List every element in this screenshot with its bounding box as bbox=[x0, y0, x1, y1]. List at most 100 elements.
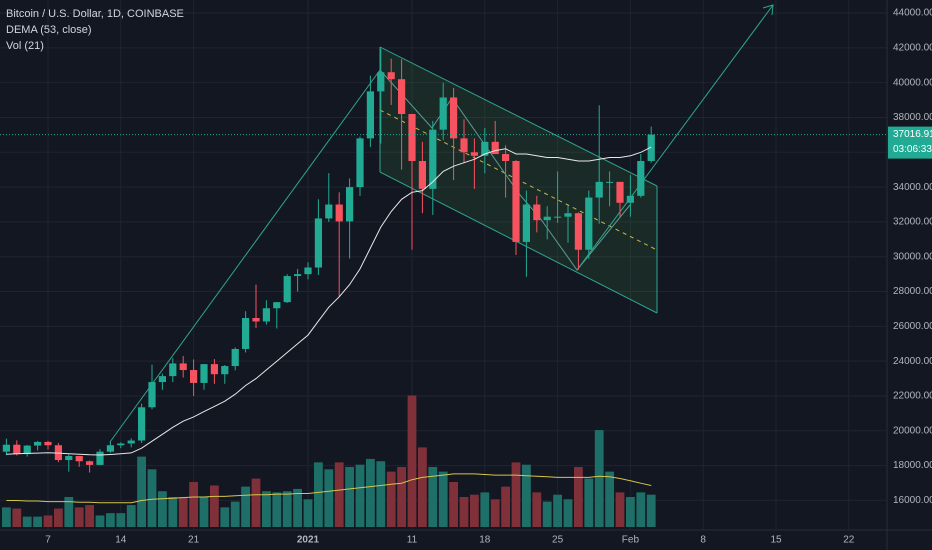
candle-body bbox=[408, 114, 416, 162]
candle-body bbox=[574, 213, 582, 250]
volume-bar bbox=[64, 497, 74, 527]
volume-bar bbox=[54, 508, 63, 527]
x-tick-label: 15 bbox=[770, 535, 782, 546]
x-tick-label: 18 bbox=[479, 535, 491, 546]
volume-bar bbox=[376, 461, 386, 527]
volume-bar bbox=[210, 485, 219, 527]
candle-body bbox=[460, 138, 468, 153]
candle-body bbox=[398, 79, 406, 115]
candle-body bbox=[117, 443, 125, 446]
candle-body bbox=[595, 181, 603, 198]
candle-body bbox=[366, 91, 374, 139]
candle-body bbox=[252, 318, 260, 322]
volume-bar bbox=[438, 471, 448, 527]
volume-bar bbox=[480, 492, 490, 527]
price-tag bbox=[888, 126, 932, 159]
y-tick-label: 42000.00 bbox=[893, 43, 932, 54]
volume-bar bbox=[470, 494, 479, 527]
x-tick-label: Feb bbox=[622, 535, 640, 546]
candle-body bbox=[65, 456, 73, 461]
volume-bar bbox=[126, 505, 136, 527]
volume-bar bbox=[563, 499, 573, 527]
volume-bar bbox=[251, 478, 261, 527]
candle-body bbox=[221, 366, 229, 375]
candle-body bbox=[439, 97, 447, 130]
volume-bar bbox=[106, 513, 115, 527]
candle-body bbox=[127, 440, 135, 444]
x-tick-label: 25 bbox=[552, 535, 564, 546]
candle-body bbox=[190, 370, 198, 383]
volume-bar bbox=[137, 456, 146, 527]
candle-body bbox=[242, 318, 250, 349]
volume-bar bbox=[241, 486, 250, 527]
volume-bar bbox=[33, 516, 42, 527]
volume-bar bbox=[574, 467, 583, 527]
volume-bar bbox=[262, 491, 271, 527]
y-tick-label: 38000.00 bbox=[893, 112, 932, 123]
last-price-label: 37016.91 bbox=[893, 129, 932, 140]
y-tick-label: 22000.00 bbox=[893, 391, 932, 402]
y-tick-label: 32000.00 bbox=[893, 217, 932, 228]
volume-bar bbox=[355, 464, 365, 527]
volume-bar bbox=[282, 491, 292, 527]
volume-bar bbox=[116, 513, 126, 527]
volume-pane bbox=[2, 395, 656, 527]
volume-bar bbox=[95, 515, 105, 527]
volume-bar bbox=[407, 395, 417, 527]
price-pane bbox=[2, 48, 655, 473]
trend-line bbox=[109, 69, 381, 443]
volume-bar bbox=[168, 497, 178, 527]
channel-bottom bbox=[379, 171, 658, 314]
candle-body bbox=[210, 364, 218, 375]
volume-bar bbox=[428, 467, 438, 527]
volume-bar bbox=[615, 492, 625, 527]
y-tick-label: 40000.00 bbox=[893, 77, 932, 88]
indicator-line bbox=[6, 146, 652, 456]
volume-bar bbox=[74, 507, 84, 527]
candle-body bbox=[429, 129, 437, 189]
volume-bar bbox=[605, 471, 614, 527]
candle-body bbox=[262, 308, 270, 322]
indicator-legend: DEMA (53, close) bbox=[6, 24, 92, 36]
volume-bar bbox=[626, 497, 635, 527]
candle-body bbox=[564, 213, 572, 217]
candle-body bbox=[96, 451, 104, 465]
candle-body bbox=[158, 376, 166, 383]
volume-bar bbox=[12, 508, 22, 527]
candle-body bbox=[522, 204, 530, 242]
candle-body bbox=[179, 363, 187, 371]
candle-body bbox=[387, 72, 395, 80]
candle-body bbox=[491, 141, 499, 155]
channel-top bbox=[379, 46, 658, 187]
volume-bar bbox=[636, 492, 646, 527]
x-tick-label: 14 bbox=[115, 535, 127, 546]
volume-bar bbox=[511, 462, 521, 527]
candle-body bbox=[356, 138, 364, 188]
volume-bar bbox=[397, 467, 406, 527]
volume-bar bbox=[189, 482, 198, 527]
candle-body bbox=[346, 187, 354, 222]
volume-bar bbox=[594, 430, 604, 527]
candle-body bbox=[34, 441, 42, 446]
volume-bar bbox=[522, 464, 531, 527]
y-tick-label: 18000.00 bbox=[893, 460, 932, 471]
indicator-legend: Vol (21) bbox=[6, 40, 44, 52]
volume-bar bbox=[22, 516, 32, 527]
candle-body bbox=[450, 97, 458, 139]
y-tick-label: 44000.00 bbox=[893, 8, 932, 19]
projection-arrow bbox=[576, 4, 774, 271]
countdown-label: 03:06:33 bbox=[893, 144, 932, 155]
volume-bar bbox=[303, 499, 313, 527]
candle-body bbox=[13, 444, 21, 455]
y-tick-label: 30000.00 bbox=[893, 251, 932, 262]
volume-bar bbox=[459, 497, 469, 527]
y-tick-label: 24000.00 bbox=[893, 356, 932, 367]
volume-bar bbox=[553, 494, 562, 527]
chart-title: Bitcoin / U.S. Dollar, 1D, COINBASE bbox=[6, 8, 184, 20]
candle-body bbox=[502, 154, 510, 162]
candle-body bbox=[606, 181, 614, 183]
candle-body bbox=[418, 161, 426, 189]
candle-body bbox=[2, 444, 10, 452]
candle-body bbox=[138, 407, 146, 441]
